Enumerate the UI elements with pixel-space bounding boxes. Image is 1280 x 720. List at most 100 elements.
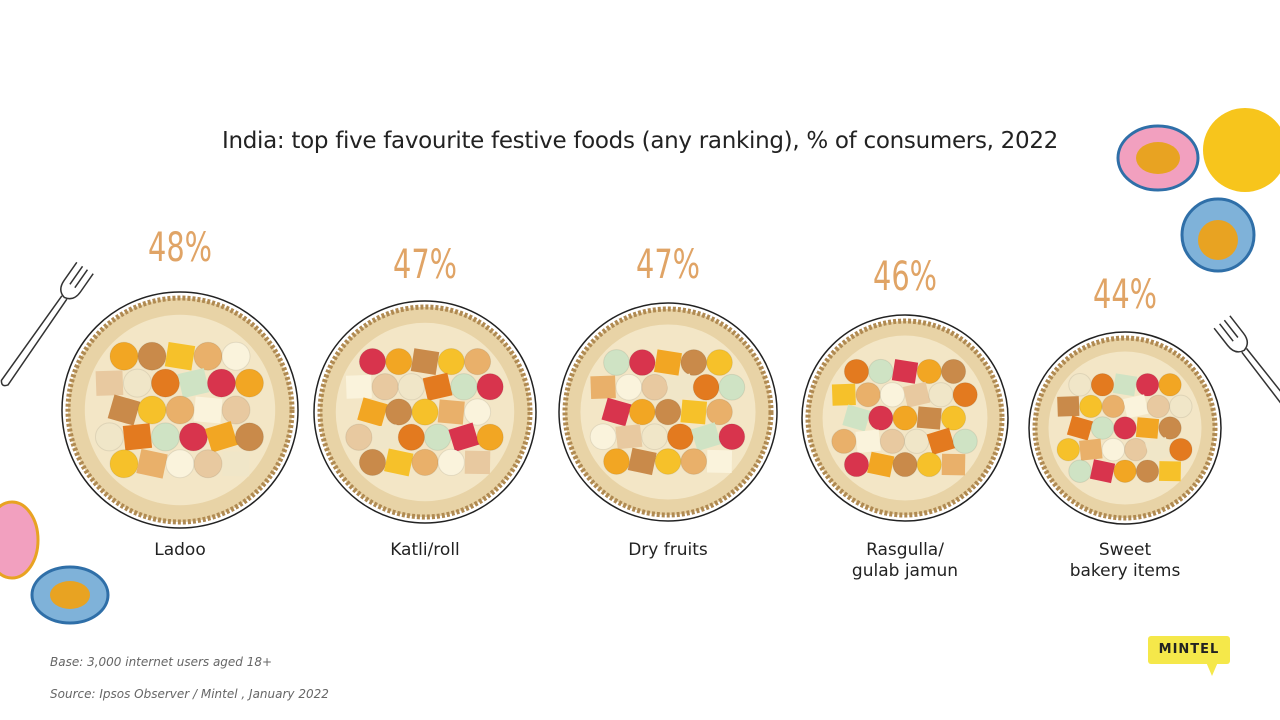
sweet bbox=[941, 453, 966, 476]
sweet bbox=[193, 449, 223, 479]
base-note: Base: 3,000 internet users aged 18+ bbox=[50, 655, 273, 669]
diya-flame bbox=[1198, 220, 1238, 260]
sweet bbox=[855, 429, 881, 454]
sweet bbox=[358, 347, 387, 376]
sweet bbox=[476, 423, 504, 451]
sweet bbox=[234, 368, 264, 398]
sweet bbox=[204, 421, 238, 453]
source-note: Source: Ipsos Observer / Mintel , Januar… bbox=[50, 687, 329, 701]
plate-outline bbox=[61, 291, 299, 529]
sweet bbox=[422, 372, 453, 401]
sweet bbox=[221, 395, 251, 425]
sweet bbox=[150, 368, 180, 398]
sweet bbox=[1169, 394, 1193, 419]
sweet bbox=[892, 405, 918, 431]
sweet bbox=[904, 428, 930, 454]
fork-icon bbox=[0, 261, 94, 387]
sweet bbox=[150, 422, 180, 452]
sweet bbox=[234, 422, 264, 452]
category-label: Ladoo bbox=[154, 540, 206, 560]
category-label: Dry fruits bbox=[628, 540, 708, 560]
sweet bbox=[1135, 417, 1160, 439]
sweet bbox=[1090, 373, 1115, 397]
sweet bbox=[879, 428, 906, 454]
sweet bbox=[397, 373, 425, 401]
mintel-logo: MINTEL bbox=[1148, 636, 1230, 676]
sweet bbox=[843, 358, 870, 385]
sweet bbox=[437, 448, 465, 477]
sweet bbox=[615, 373, 643, 401]
sweet bbox=[868, 405, 894, 431]
sweet bbox=[627, 447, 657, 476]
sweet bbox=[1158, 416, 1182, 440]
sweet bbox=[450, 373, 478, 401]
value-label: 48% bbox=[148, 225, 212, 271]
sweet bbox=[902, 381, 931, 408]
sweet bbox=[952, 382, 978, 408]
sweet bbox=[384, 448, 414, 477]
sweet bbox=[855, 382, 881, 408]
sweet bbox=[410, 348, 440, 375]
sweet bbox=[385, 347, 413, 376]
sweet bbox=[940, 405, 967, 431]
sweet bbox=[603, 349, 630, 376]
sweet bbox=[464, 450, 491, 475]
sweet bbox=[1090, 416, 1115, 440]
sweet bbox=[1079, 394, 1103, 419]
sweet bbox=[665, 373, 695, 402]
sweet bbox=[177, 368, 210, 399]
sweet bbox=[589, 423, 617, 451]
sweet bbox=[107, 394, 141, 426]
sweet bbox=[680, 349, 708, 376]
sweet bbox=[358, 448, 387, 477]
sweet bbox=[628, 398, 656, 426]
sweet bbox=[940, 358, 967, 385]
sweet bbox=[463, 398, 492, 426]
plate-outline bbox=[313, 300, 537, 524]
sweet bbox=[193, 396, 223, 424]
sweet bbox=[926, 427, 956, 455]
diya-icon bbox=[0, 500, 40, 580]
sweet bbox=[843, 451, 870, 478]
sweet bbox=[690, 422, 722, 452]
plate-outline bbox=[558, 302, 778, 522]
sweet bbox=[1158, 373, 1182, 397]
chart-title: India: top five favourite festive foods … bbox=[221, 128, 1058, 154]
sweet bbox=[423, 423, 452, 451]
sweet bbox=[879, 382, 906, 408]
plate-outline bbox=[801, 314, 1009, 522]
category-label: Rasgulla/ gulab jamun bbox=[851, 540, 959, 581]
sweet bbox=[137, 341, 167, 371]
sweet bbox=[916, 406, 942, 430]
sweet bbox=[95, 370, 124, 396]
category-label: Katli/roll bbox=[390, 540, 460, 560]
sweet bbox=[411, 398, 439, 426]
sweet bbox=[1068, 459, 1092, 483]
sweet bbox=[122, 368, 152, 398]
sweet bbox=[891, 359, 919, 384]
sweet bbox=[628, 349, 656, 376]
sweet bbox=[1068, 373, 1092, 397]
diya-flame bbox=[50, 581, 90, 609]
sweet bbox=[842, 404, 871, 432]
sweet bbox=[437, 399, 465, 425]
sweet bbox=[1057, 396, 1080, 417]
sweet bbox=[122, 423, 153, 451]
sweet bbox=[1113, 416, 1137, 440]
sweet bbox=[206, 368, 236, 398]
sweet bbox=[1079, 438, 1103, 461]
sweet bbox=[654, 398, 682, 426]
sweet bbox=[831, 428, 857, 454]
category-label: Sweet bakery items bbox=[1069, 540, 1181, 581]
sweet bbox=[397, 423, 425, 451]
sweet bbox=[164, 341, 196, 371]
sweet bbox=[221, 341, 251, 371]
sweet bbox=[178, 422, 208, 452]
sweet bbox=[165, 395, 195, 425]
plate-outline bbox=[1028, 331, 1222, 525]
sweet bbox=[1089, 459, 1116, 484]
sweet bbox=[603, 448, 630, 475]
sweet bbox=[1112, 373, 1138, 397]
sweet bbox=[706, 398, 733, 426]
sweet bbox=[928, 382, 954, 408]
